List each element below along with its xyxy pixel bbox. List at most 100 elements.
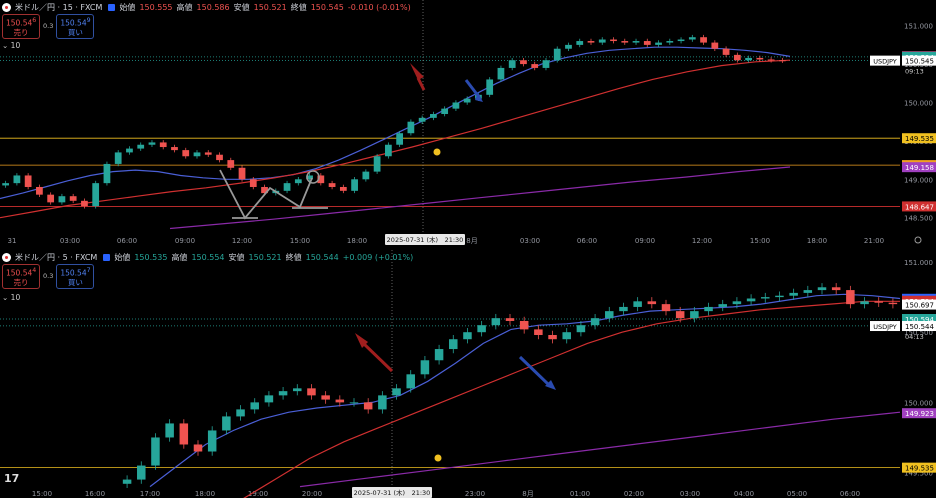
candle-body [562,332,571,340]
candle-body [874,301,883,303]
candle-body [677,39,685,42]
down-arrow-annotation [545,380,556,390]
publish-icon[interactable] [108,4,116,11]
chart-panel-5m[interactable]: 151.000 150.500 150.000 149.500 15:00 16:00 17… [0,250,936,498]
candle-body [477,325,486,333]
price-label-box [902,201,936,212]
indicator-toggle[interactable]: ⌄ 10 [2,41,21,50]
candle-body [317,175,325,184]
y-tick-label: 150.500 [904,329,933,337]
candle-body [452,102,460,109]
candle-body [756,57,764,60]
crosshair-time-box [352,487,432,498]
candle-body [722,48,730,55]
chart-canvas-5m[interactable]: 151.000 150.500 150.000 149.500 15:00 16:00 17… [0,250,936,498]
symbol-tag-box [870,321,900,332]
buy-price: 150.54 [60,268,87,278]
sell-price-sup: 6 [32,17,37,24]
candle-body [396,133,404,145]
symbol-tag-box [870,55,900,66]
buy-label: 買い [67,27,83,37]
candle-body [193,152,201,157]
candle-body [151,437,160,466]
price-label-box [902,321,936,332]
candle-body [675,311,685,319]
close-value: 150.545 [310,3,344,12]
candle-body [81,200,88,207]
symbol-header: 米ドル／円 · 5 · FXCM 始値 150.535 高値 150.554 安値 1… [2,252,413,263]
candle-body [531,64,539,68]
candle-body [565,44,572,49]
y-tick-label: 151.000 [904,259,933,267]
candle-body [655,42,662,45]
candle-body [647,301,657,305]
indicator-toggle[interactable]: ⌄ 10 [2,293,21,302]
candle-body [24,175,32,187]
candle-body [47,194,55,203]
price-label: 150.545 [905,58,934,66]
candle-body [576,325,586,333]
candle-body [778,60,786,62]
usd-jpy-flag-icon [2,3,11,12]
candle-body [704,306,713,312]
candle-body [733,54,741,61]
settings-icon [914,236,922,244]
high-label: 高値 [171,253,188,262]
x-tick-label: 8月 [522,490,533,498]
y-tick-label: 149.000 [904,176,933,184]
price-label: 150.697 [905,302,934,310]
buy-button[interactable]: 150.547 買い [56,264,95,289]
symbol-header: 米ドル／円 · 15 · FXCM 始値 150.555 高値 150.586 安値… [2,2,411,13]
candle-body [278,391,288,396]
x-tick-label: 03:00 [520,237,540,245]
candle-body [207,430,217,452]
x-tick-label: 16:00 [85,490,105,498]
up-arrow-shaft [361,341,394,373]
price-label-box [902,55,936,66]
sell-button[interactable]: 150.546 売り [2,14,40,39]
candle-body [122,479,132,484]
symbol-title[interactable]: 米ドル／円 · 15 · FXCM [15,3,103,12]
candle-body [497,67,505,80]
sell-label: 売り [13,277,29,287]
candle-body [137,465,146,480]
candle-body [165,423,174,438]
candle-body [732,301,742,305]
high-value: 150.586 [196,3,230,12]
moving-average-line [169,166,791,230]
candle-body [643,41,651,45]
publish-icon[interactable] [103,254,111,261]
candle-body [486,79,494,95]
up-arrow-annotation [410,63,424,80]
x-tick-label: 15:00 [32,490,52,498]
close-label: 終値 [285,253,302,262]
countdown-label: 09:13 [905,68,924,76]
candle-body [392,388,401,396]
candle-body [745,57,752,61]
event-marker-icon [434,454,442,462]
price-label-box [902,299,936,310]
x-tick-label: 20:00 [302,490,322,498]
candle-body [349,402,359,404]
candle-body [182,150,190,157]
sell-label: 売り [13,27,29,37]
chart-canvas-15m[interactable]: 151.000150.500150.000149.500149.000148.5… [0,0,936,250]
price-label: 150.544 [905,323,934,331]
x-tick-label: 06:00 [117,237,137,245]
price-label: 149.923 [905,410,934,418]
x-tick-label: 21:00 [864,237,884,245]
candle-body [283,183,291,191]
sell-button[interactable]: 150.544 売り [2,264,40,289]
symbol-title[interactable]: 米ドル／円 · 5 · FXCM [15,253,98,262]
buy-button[interactable]: 150.549 買い [56,14,95,39]
candle-body [434,349,444,361]
chart-panel-15m[interactable]: 151.000150.500150.000149.500149.000148.5… [0,0,936,250]
candle-body [632,41,640,43]
x-tick-label: 09:00 [635,237,655,245]
price-label: 149.535 [905,135,934,143]
spread-value: 0.3 [43,272,54,281]
indicator-count: 10 [10,293,21,302]
candle-body [463,332,472,340]
candle-body [159,142,167,148]
candle-body [193,444,203,452]
